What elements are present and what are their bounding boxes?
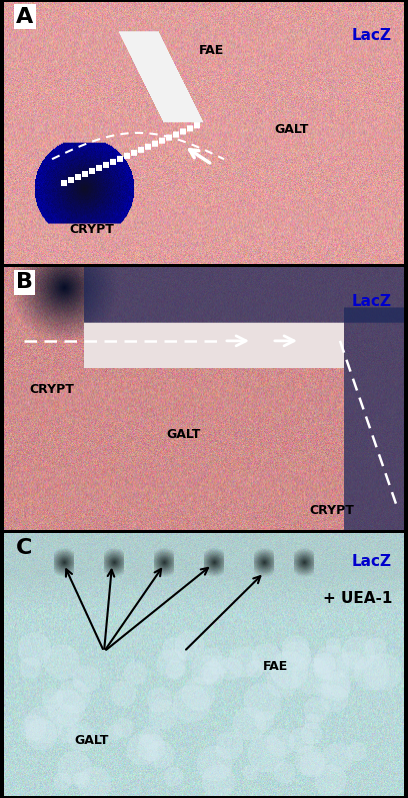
Text: C: C [16,538,33,558]
Text: LacZ: LacZ [352,554,392,569]
Text: CRYPT: CRYPT [310,504,355,517]
Text: B: B [16,272,33,292]
Text: CRYPT: CRYPT [70,223,115,235]
Text: GALT: GALT [167,428,201,441]
Text: LacZ: LacZ [352,294,392,309]
Text: GALT: GALT [275,123,309,136]
Text: A: A [16,6,33,26]
Text: CRYPT: CRYPT [30,383,75,397]
Text: GALT: GALT [75,733,109,747]
Text: + UEA-1: + UEA-1 [323,591,392,606]
Text: LacZ: LacZ [352,28,392,43]
Text: FAE: FAE [200,44,225,57]
Text: FAE: FAE [263,660,288,673]
